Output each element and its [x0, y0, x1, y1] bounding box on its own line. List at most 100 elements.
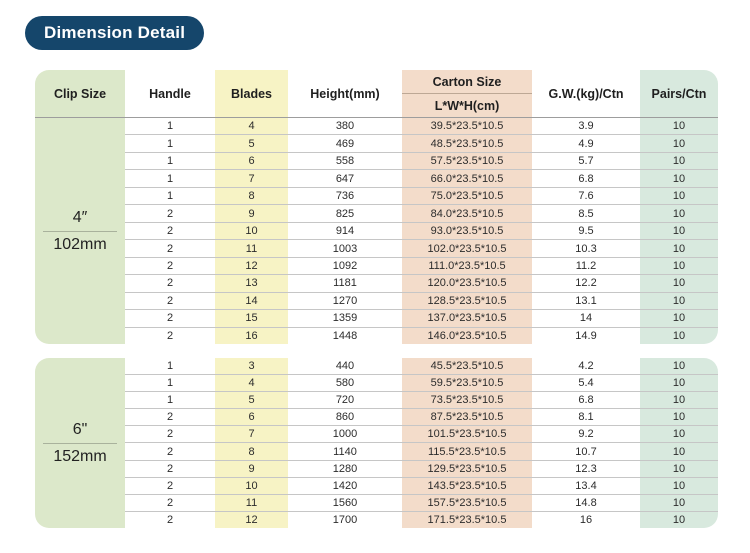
- cell-gw: 6.8: [578, 172, 594, 185]
- cell-pairs: 10: [640, 292, 718, 310]
- cell-gw: 14: [579, 312, 593, 325]
- cell-height: 1181: [333, 277, 357, 290]
- cell-handle: 2: [166, 445, 174, 458]
- cell-blades: 9: [215, 205, 288, 222]
- cell-handle: 1: [166, 137, 174, 150]
- cell-height: 1003: [332, 242, 358, 255]
- cell-blades: 11: [215, 240, 288, 257]
- table-row: 2 9 825 84.0*23.5*10.5 8.5 10: [125, 205, 718, 223]
- cell-handle: 2: [166, 496, 174, 509]
- clip-size-divider: [43, 442, 117, 444]
- cell-pairs: 10: [640, 257, 718, 275]
- cell-carton: 84.0*23.5*10.5: [402, 205, 532, 222]
- cell-height: 1092: [332, 259, 358, 272]
- cell-gw: 9.2: [578, 428, 594, 441]
- header-carton-title: Carton Size: [402, 70, 532, 94]
- cell-handle: 2: [166, 225, 174, 238]
- cell-carton: 102.0*23.5*10.5: [402, 240, 532, 257]
- cell-pairs: 10: [640, 327, 718, 345]
- cell-pairs: 10: [640, 358, 718, 375]
- cell-gw: 8.5: [578, 207, 594, 220]
- cell-carton: 73.5*23.5*10.5: [402, 392, 532, 409]
- cell-carton: 87.5*23.5*10.5: [402, 409, 532, 426]
- cell-carton: 48.5*23.5*10.5: [402, 135, 532, 152]
- cell-pairs: 10: [640, 426, 718, 443]
- cell-handle: 1: [166, 360, 174, 373]
- cell-handle: 2: [166, 242, 174, 255]
- cell-handle: 1: [166, 377, 174, 390]
- cell-carton: 120.0*23.5*10.5: [402, 275, 532, 292]
- cell-pairs: 10: [640, 375, 718, 392]
- cell-pairs: 10: [640, 409, 718, 426]
- cell-height: 469: [335, 137, 355, 150]
- table-row: 2 16 1448 146.0*23.5*10.5 14.9 10: [125, 327, 718, 345]
- table-row: 2 15 1359 137.0*23.5*10.5 14 10: [125, 310, 718, 328]
- cell-carton: 171.5*23.5*10.5: [402, 511, 532, 528]
- header-blades: Blades: [215, 70, 288, 117]
- cell-height: 558: [335, 155, 355, 168]
- cell-carton: 101.5*23.5*10.5: [402, 426, 532, 443]
- cell-height: 580: [335, 377, 355, 390]
- cell-gw: 5.4: [578, 377, 594, 390]
- cell-blades: 16: [215, 327, 288, 345]
- cell-handle: 2: [166, 329, 174, 342]
- cell-height: 720: [335, 394, 355, 407]
- cell-carton: 157.5*23.5*10.5: [402, 494, 532, 511]
- cell-pairs: 10: [640, 494, 718, 511]
- cell-handle: 2: [166, 259, 174, 272]
- cell-blades: 11: [215, 494, 288, 511]
- cell-blades: 5: [215, 392, 288, 409]
- cell-gw: 12.2: [575, 277, 597, 290]
- cell-handle: 1: [166, 172, 174, 185]
- cell-height: 1420: [332, 479, 358, 492]
- cell-height: 380: [335, 120, 355, 133]
- cell-height: 860: [335, 411, 355, 424]
- table-row: 2 6 860 87.5*23.5*10.5 8.1 10: [125, 409, 718, 427]
- table-row: 2 14 1270 128.5*23.5*10.5 13.1 10: [125, 292, 718, 311]
- cell-handle: 1: [166, 394, 174, 407]
- table-row: 2 8 1140 115.5*23.5*10.5 10.7 10: [125, 443, 718, 461]
- cell-blades: 5: [215, 135, 288, 152]
- cell-pairs: 10: [640, 443, 718, 460]
- table-row: 2 9 1280 129.5*23.5*10.5 12.3 10: [125, 460, 718, 478]
- table-row: 1 7 647 66.0*23.5*10.5 6.8 10: [125, 170, 718, 188]
- cell-pairs: 10: [640, 275, 718, 292]
- cell-blades: 4: [215, 118, 288, 135]
- cell-handle: 1: [166, 155, 174, 168]
- cell-carton: 146.0*23.5*10.5: [402, 327, 532, 345]
- cell-gw: 4.9: [578, 137, 594, 150]
- table-row: 2 12 1700 171.5*23.5*10.5 16 10: [125, 511, 718, 528]
- cell-blades: 12: [215, 257, 288, 275]
- section-rows: 1 4 380 39.5*23.5*10.5 3.9 10 1 5 469 48.5*23.5*1…: [125, 118, 718, 345]
- header-pairs: Pairs/Ctn: [640, 70, 718, 117]
- cell-carton: 115.5*23.5*10.5: [402, 443, 532, 460]
- cell-height: 1359: [332, 312, 358, 325]
- cell-pairs: 10: [640, 187, 718, 205]
- cell-pairs: 10: [640, 511, 718, 528]
- cell-gw: 10.3: [575, 242, 597, 255]
- section-4-inch: 4″ 102mm 1 4 380 39.5*23.5*10.5 3.9 10 1 5 469 48…: [35, 118, 718, 345]
- table-row: 2 7 1000 101.5*23.5*10.5 9.2 10: [125, 426, 718, 444]
- table-row: 1 5 469 48.5*23.5*10.5 4.9 10: [125, 135, 718, 153]
- clip-size-mm: 152mm: [53, 447, 107, 465]
- cell-gw: 13.1: [575, 294, 597, 307]
- cell-carton: 93.0*23.5*10.5: [402, 222, 532, 240]
- table-row: 2 11 1560 157.5*23.5*10.5 14.8 10: [125, 494, 718, 512]
- clip-size-inches: 4″: [72, 208, 88, 226]
- cell-pairs: 10: [640, 205, 718, 222]
- table-row: 1 4 580 59.5*23.5*10.5 5.4 10: [125, 375, 718, 393]
- cell-pairs: 10: [640, 460, 718, 477]
- cell-blades: 3: [215, 358, 288, 375]
- cell-handle: 2: [166, 428, 174, 441]
- cell-handle: 1: [166, 190, 174, 203]
- clip-size-mm: 102mm: [53, 235, 107, 253]
- cell-blades: 4: [215, 375, 288, 392]
- cell-blades: 15: [215, 310, 288, 327]
- cell-handle: 2: [166, 207, 174, 220]
- page-title: Dimension Detail: [25, 16, 205, 50]
- cell-gw: 8.1: [578, 411, 594, 424]
- cell-blades: 12: [215, 511, 288, 528]
- cell-gw: 9.5: [578, 225, 594, 238]
- cell-pairs: 10: [640, 310, 718, 327]
- cell-height: 440: [335, 360, 355, 373]
